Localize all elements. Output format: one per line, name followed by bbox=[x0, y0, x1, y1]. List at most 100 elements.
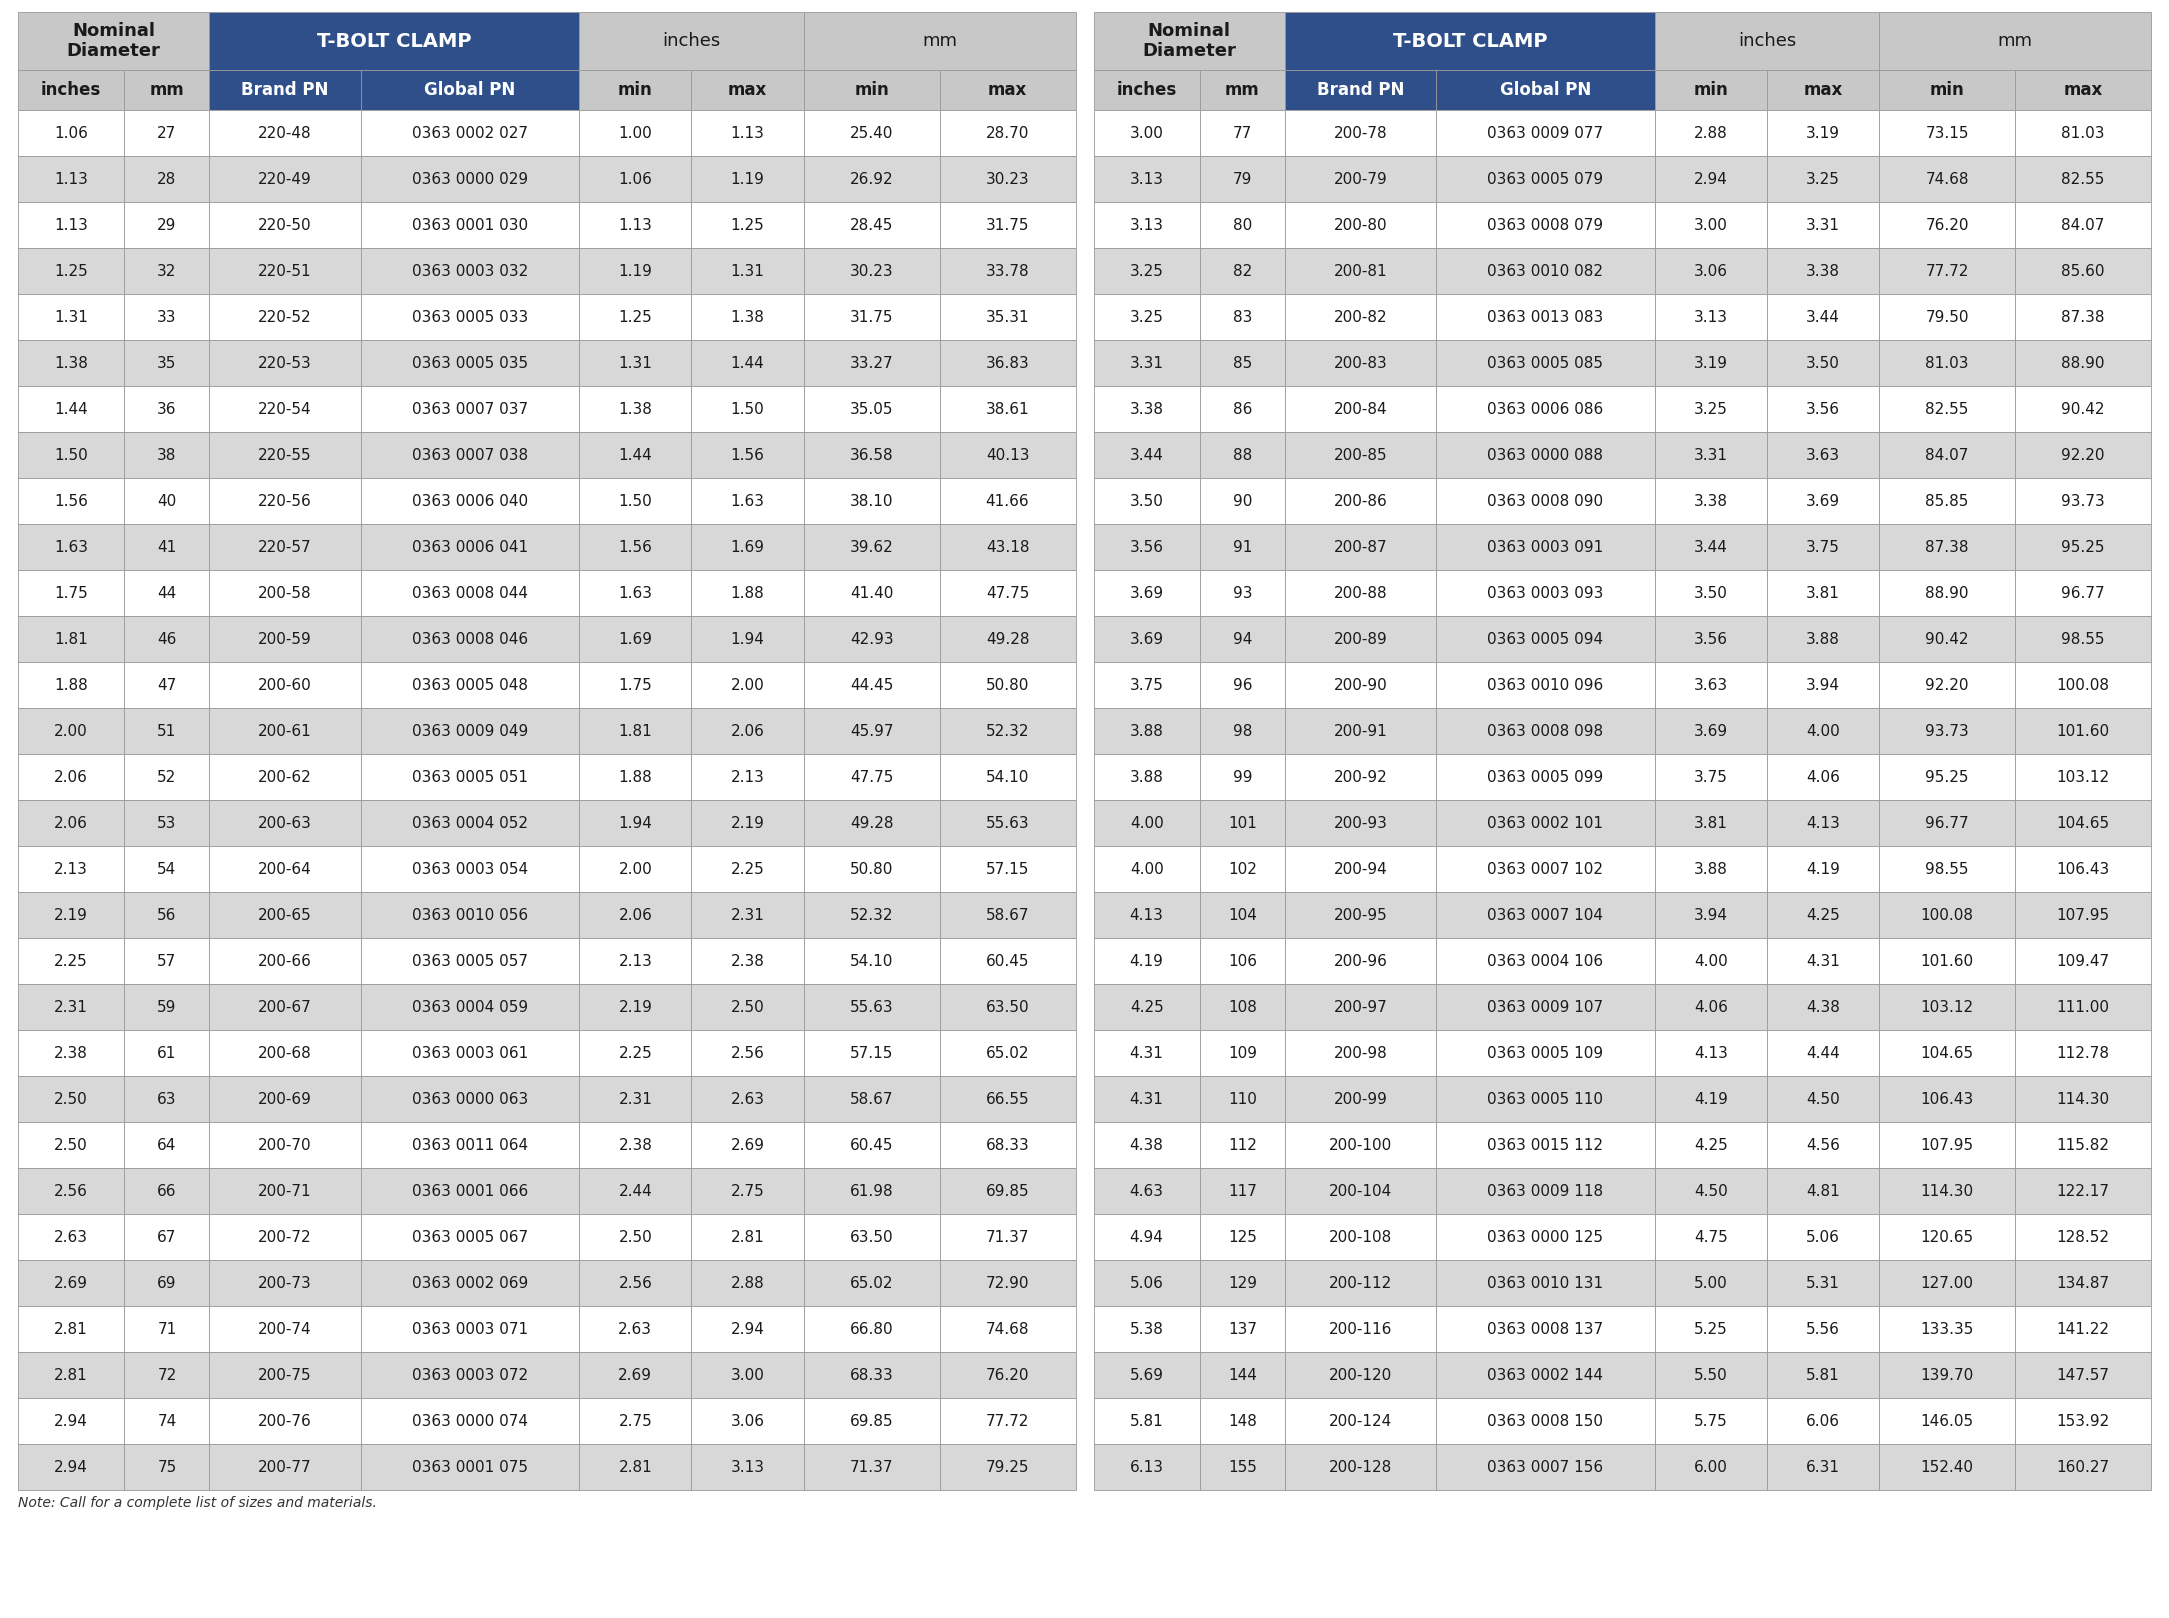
Text: 155: 155 bbox=[1228, 1459, 1256, 1474]
Bar bbox=[1436, 662, 1655, 709]
Bar bbox=[939, 1214, 1076, 1260]
Text: 43.18: 43.18 bbox=[985, 539, 1030, 555]
Bar bbox=[1199, 1031, 1284, 1076]
Text: 3.06: 3.06 bbox=[731, 1414, 766, 1429]
Bar bbox=[1768, 340, 1878, 387]
Text: 200-98: 200-98 bbox=[1334, 1045, 1388, 1060]
Text: 152.40: 152.40 bbox=[1922, 1459, 1974, 1474]
Text: 3.25: 3.25 bbox=[1807, 172, 1839, 186]
Text: 200-120: 200-120 bbox=[1330, 1367, 1392, 1382]
Text: 3.88: 3.88 bbox=[1130, 723, 1163, 738]
Bar bbox=[1199, 1306, 1284, 1353]
Bar bbox=[939, 202, 1076, 248]
Bar bbox=[1655, 524, 1768, 570]
Text: 4.56: 4.56 bbox=[1807, 1137, 1839, 1152]
Bar bbox=[1093, 846, 1199, 892]
Text: 1.81: 1.81 bbox=[54, 631, 89, 647]
Bar bbox=[1768, 938, 1878, 984]
Text: 200-84: 200-84 bbox=[1334, 401, 1388, 416]
Text: 3.44: 3.44 bbox=[1807, 309, 1839, 325]
Text: 200-75: 200-75 bbox=[258, 1367, 312, 1382]
Bar bbox=[1284, 1121, 1436, 1168]
Text: 67: 67 bbox=[156, 1230, 176, 1244]
Bar bbox=[17, 70, 124, 110]
Bar bbox=[17, 1031, 124, 1076]
Bar bbox=[579, 1306, 692, 1353]
Bar bbox=[1655, 1443, 1768, 1490]
Text: 33.78: 33.78 bbox=[985, 264, 1030, 278]
Bar bbox=[17, 1260, 124, 1306]
Bar bbox=[1655, 1353, 1768, 1398]
Bar bbox=[805, 1168, 939, 1214]
Text: 1.63: 1.63 bbox=[54, 539, 89, 555]
Bar bbox=[124, 248, 210, 294]
Bar bbox=[1436, 1121, 1655, 1168]
Text: 2.56: 2.56 bbox=[618, 1275, 653, 1291]
Bar bbox=[1436, 294, 1655, 340]
Text: 68.33: 68.33 bbox=[985, 1137, 1030, 1152]
Bar bbox=[210, 1076, 360, 1121]
Text: 104.65: 104.65 bbox=[1920, 1045, 1974, 1060]
Text: 2.94: 2.94 bbox=[54, 1414, 89, 1429]
Text: 2.31: 2.31 bbox=[731, 908, 763, 922]
Bar bbox=[124, 524, 210, 570]
Text: 3.69: 3.69 bbox=[1130, 631, 1165, 647]
Text: 0363 0006 041: 0363 0006 041 bbox=[412, 539, 527, 555]
Bar bbox=[805, 570, 939, 616]
Text: 200-81: 200-81 bbox=[1334, 264, 1388, 278]
Text: 4.06: 4.06 bbox=[1694, 1000, 1729, 1014]
Text: 28.45: 28.45 bbox=[850, 217, 894, 233]
Text: 2.69: 2.69 bbox=[618, 1367, 653, 1382]
Bar bbox=[692, 1443, 805, 1490]
Bar bbox=[1284, 846, 1436, 892]
Text: 104: 104 bbox=[1228, 908, 1256, 922]
Bar bbox=[2015, 754, 2152, 799]
Text: 200-90: 200-90 bbox=[1334, 678, 1388, 693]
Text: 57: 57 bbox=[156, 953, 176, 969]
Bar bbox=[1199, 1443, 1284, 1490]
Bar bbox=[939, 1076, 1076, 1121]
Text: 96: 96 bbox=[1232, 678, 1252, 693]
Bar bbox=[692, 754, 805, 799]
Bar bbox=[1199, 202, 1284, 248]
Bar bbox=[1284, 662, 1436, 709]
Text: 0363 0003 072: 0363 0003 072 bbox=[412, 1367, 527, 1382]
Text: 0363 0008 044: 0363 0008 044 bbox=[412, 586, 527, 600]
Text: inches: inches bbox=[41, 81, 102, 99]
Bar bbox=[210, 1398, 360, 1443]
Text: 2.31: 2.31 bbox=[618, 1092, 653, 1107]
Bar bbox=[1199, 754, 1284, 799]
Bar bbox=[360, 1121, 579, 1168]
Bar bbox=[2015, 1260, 2152, 1306]
Text: 2.56: 2.56 bbox=[54, 1183, 89, 1199]
Bar bbox=[124, 477, 210, 524]
Text: 66.80: 66.80 bbox=[850, 1322, 894, 1336]
Bar bbox=[1768, 709, 1878, 754]
Bar bbox=[1284, 202, 1436, 248]
Text: 134.87: 134.87 bbox=[2056, 1275, 2110, 1291]
Bar bbox=[17, 248, 124, 294]
Bar bbox=[1878, 477, 2015, 524]
Text: 98: 98 bbox=[1232, 723, 1252, 738]
Bar bbox=[805, 984, 939, 1031]
Text: 1.25: 1.25 bbox=[731, 217, 763, 233]
Bar bbox=[360, 984, 579, 1031]
Bar bbox=[17, 662, 124, 709]
Bar bbox=[17, 709, 124, 754]
Bar bbox=[124, 662, 210, 709]
Bar bbox=[1768, 1121, 1878, 1168]
Text: 2.94: 2.94 bbox=[731, 1322, 763, 1336]
Bar bbox=[939, 1443, 1076, 1490]
Text: 59: 59 bbox=[156, 1000, 176, 1014]
Bar bbox=[124, 70, 210, 110]
Bar bbox=[1199, 1260, 1284, 1306]
Bar bbox=[210, 570, 360, 616]
Text: 69.85: 69.85 bbox=[985, 1183, 1030, 1199]
Text: 200-74: 200-74 bbox=[258, 1322, 312, 1336]
Text: 3.50: 3.50 bbox=[1130, 493, 1163, 508]
Bar bbox=[1093, 1168, 1199, 1214]
Bar bbox=[1199, 938, 1284, 984]
Text: mm: mm bbox=[1225, 81, 1260, 99]
Bar bbox=[1093, 1214, 1199, 1260]
Text: 57.15: 57.15 bbox=[850, 1045, 894, 1060]
